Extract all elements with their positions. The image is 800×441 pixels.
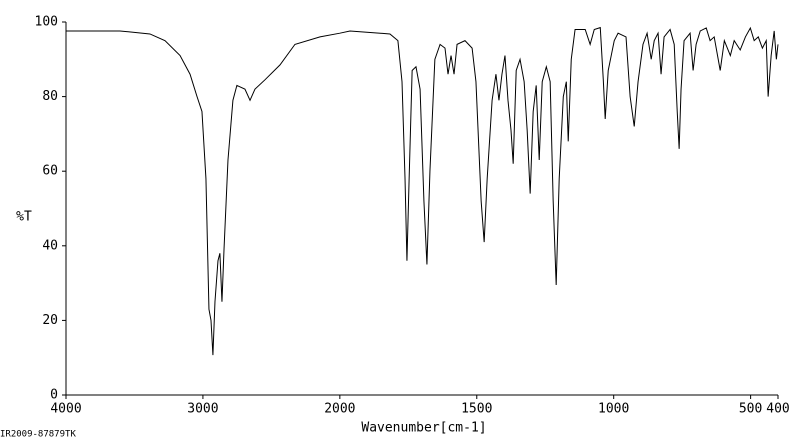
x-axis-label: Wavenumber[cm-1] [361, 421, 486, 436]
x-tick-label: 1500 [461, 402, 492, 417]
y-tick-label: 80 [42, 89, 58, 104]
y-tick-label: 100 [35, 15, 58, 30]
y-tick-label: 40 [42, 238, 58, 253]
x-tick-label: 3000 [187, 402, 218, 417]
y-tick-label: 20 [42, 313, 58, 328]
x-tick-label: 4000 [50, 402, 81, 417]
x-tick-label: 400 [766, 402, 789, 417]
x-tick-label: 2000 [324, 402, 355, 417]
y-tick-label: 0 [50, 388, 58, 403]
y-axis-label: %T [16, 210, 32, 225]
y-tick-label: 60 [42, 164, 58, 179]
spectrum-line [66, 26, 779, 356]
x-tick-label: 500 [739, 402, 762, 417]
footnote: IR2009-87879TK [0, 430, 76, 440]
x-tick-label: 1000 [598, 402, 629, 417]
